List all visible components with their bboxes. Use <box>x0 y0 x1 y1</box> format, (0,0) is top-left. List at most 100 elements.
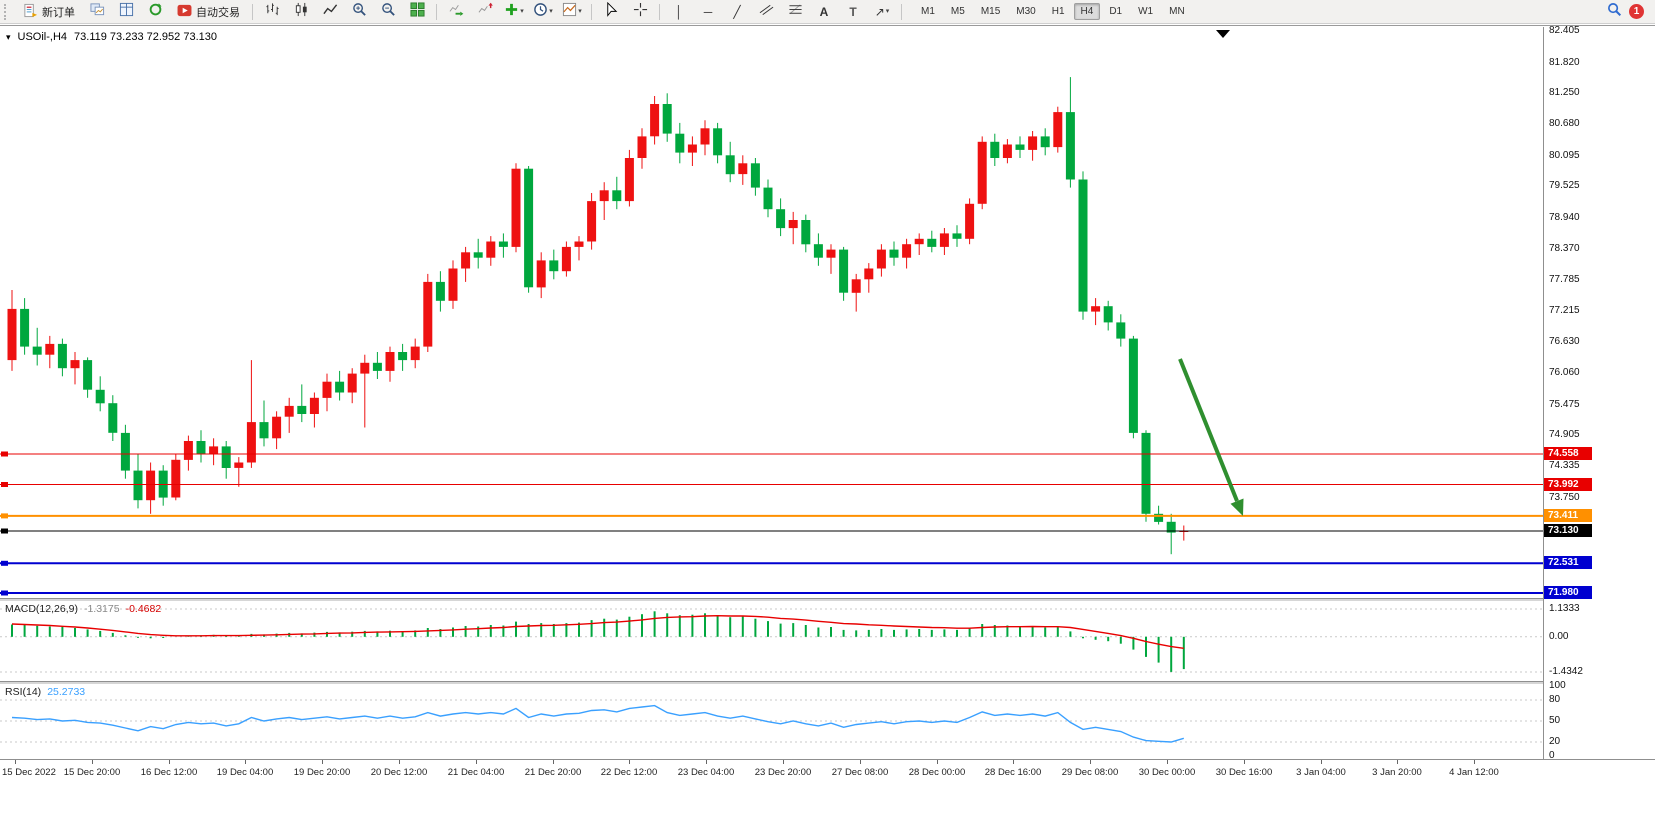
candle-body <box>473 252 483 258</box>
chevron-down-icon: ▾ <box>549 8 553 15</box>
horizontal-line-button[interactable]: ─ <box>694 1 722 23</box>
toolbar-right-group: 1 <box>1607 2 1653 22</box>
timeframe-w1-button[interactable]: W1 <box>1138 6 1154 17</box>
price-level-handle[interactable] <box>1 451 8 457</box>
line-chart-button[interactable] <box>316 1 344 23</box>
pane-splitter[interactable] <box>0 681 1655 684</box>
candle-body <box>322 381 332 398</box>
timeframe-m5-button[interactable]: M5 <box>950 6 965 17</box>
chart-shift-marker[interactable] <box>1216 30 1230 38</box>
macd-name: MACD(12,26,9) <box>5 603 78 615</box>
notification-badge[interactable]: 1 <box>1629 4 1644 19</box>
time-tick <box>1244 760 1245 764</box>
price-level-handle[interactable] <box>1 560 8 566</box>
timeframe-m15-button[interactable]: M15 <box>980 6 1001 17</box>
candle-body <box>284 405 294 417</box>
pane-splitter[interactable] <box>0 598 1655 601</box>
toolbar-grip[interactable] <box>4 3 11 20</box>
candle-body <box>398 352 408 361</box>
timeframe-h4-button[interactable]: H4 <box>1073 3 1101 20</box>
price-badge-73.411: 73.411 <box>1544 509 1592 522</box>
time-axis[interactable]: 15 Dec 2022 15 Dec 20:00 16 Dec 12:00 19 De… <box>0 759 1655 784</box>
text-tool-button[interactable]: A <box>810 1 838 23</box>
candle-body <box>725 155 735 175</box>
market-watch-icon <box>119 2 134 22</box>
indicators-button[interactable]: ▾ <box>500 1 528 23</box>
data-window-button[interactable] <box>141 1 169 23</box>
time-tick <box>1167 760 1168 764</box>
time-axis-label: 29 Dec 08:00 <box>1061 767 1119 778</box>
channel-button[interactable] <box>752 1 780 23</box>
candle-body <box>574 241 584 247</box>
periods-button[interactable]: ▾ <box>529 1 557 23</box>
price-level-handle[interactable] <box>1 528 8 534</box>
time-tick <box>706 760 707 764</box>
price-axis-label: 75.475 <box>1549 399 1580 410</box>
arrows-tool-button[interactable]: ↗ ▾ <box>868 1 896 23</box>
rsi-chart[interactable] <box>0 684 1543 759</box>
zoom-in-button[interactable] <box>345 1 373 23</box>
cursor-button[interactable] <box>597 1 625 23</box>
templates-button[interactable]: ▾ <box>558 1 586 23</box>
macd-chart[interactable] <box>0 601 1543 681</box>
time-tick <box>1321 760 1322 764</box>
crosshair-button[interactable] <box>626 1 654 23</box>
profiles-button[interactable] <box>83 1 111 23</box>
toolbar-separator <box>591 3 592 20</box>
symbol-period-label: USOil-,H4 <box>17 31 68 43</box>
bar-chart-button[interactable] <box>258 1 286 23</box>
timeframe-mn-button[interactable]: MN <box>1169 6 1185 17</box>
search-icon[interactable] <box>1607 2 1622 22</box>
candle-body <box>939 233 949 247</box>
chart-shift-button[interactable] <box>471 1 499 23</box>
candle-body <box>297 405 307 414</box>
price-axis-label: 81.820 <box>1549 57 1580 68</box>
fibonacci-button[interactable] <box>781 1 809 23</box>
time-tick <box>783 760 784 764</box>
timeframe-d1-button[interactable]: D1 <box>1109 6 1123 17</box>
price-level-handle[interactable] <box>1 482 8 487</box>
text-label-button[interactable]: T <box>839 1 867 23</box>
macd-main-value: -1.3175 <box>83 603 120 615</box>
trend-arrow[interactable] <box>1178 358 1239 502</box>
rsi-axis-label: 0 <box>1549 750 1555 761</box>
vertical-line-button[interactable]: │ <box>665 1 693 23</box>
time-tick <box>629 760 630 764</box>
auto-scroll-button[interactable] <box>442 1 470 23</box>
fibonacci-icon <box>788 2 803 22</box>
price-level-handle[interactable] <box>1 590 8 596</box>
candle-body <box>196 441 206 455</box>
price-axis[interactable]: 82.405 81.820 81.250 80.680 80.095 79.525 78.9… <box>1543 25 1655 761</box>
new-order-button[interactable]: 新订单 <box>16 1 82 23</box>
candle-body <box>700 128 710 145</box>
market-watch-button[interactable] <box>112 1 140 23</box>
timeframe-m1-button[interactable]: M1 <box>921 6 935 17</box>
price-level-handle[interactable] <box>1 513 8 519</box>
one-click-trading-toggle[interactable]: ▾ <box>6 31 11 42</box>
candle-body <box>549 260 559 272</box>
candle-body <box>1053 112 1063 148</box>
timeframe-m30-button[interactable]: M30 <box>1016 6 1036 17</box>
time-tick <box>553 760 554 764</box>
auto-trading-button[interactable]: 自动交易 <box>170 1 247 23</box>
price-axis-label: 74.335 <box>1549 460 1580 471</box>
timeframe-h1-button[interactable]: H1 <box>1051 6 1065 17</box>
candle-body <box>95 389 105 404</box>
clock-icon <box>533 2 548 22</box>
candle-body <box>120 432 130 471</box>
chevron-down-icon: ▾ <box>520 8 524 15</box>
trendline-button[interactable]: ╱ <box>723 1 751 23</box>
rsi-axis-label: 20 <box>1549 736 1561 747</box>
time-axis-label: 3 Jan 04:00 <box>1296 767 1346 778</box>
horizontal-line-icon: ─ <box>703 4 713 19</box>
candlestick-chart-button[interactable] <box>287 1 315 23</box>
zoom-out-button[interactable] <box>374 1 402 23</box>
candle-body <box>561 246 571 272</box>
candle-body <box>763 187 773 210</box>
time-tick <box>1090 760 1091 764</box>
candlestick-chart[interactable] <box>0 27 1543 598</box>
time-tick <box>1474 760 1475 764</box>
tile-windows-button[interactable] <box>403 1 431 23</box>
candle-body <box>70 360 80 369</box>
time-tick <box>860 760 861 764</box>
